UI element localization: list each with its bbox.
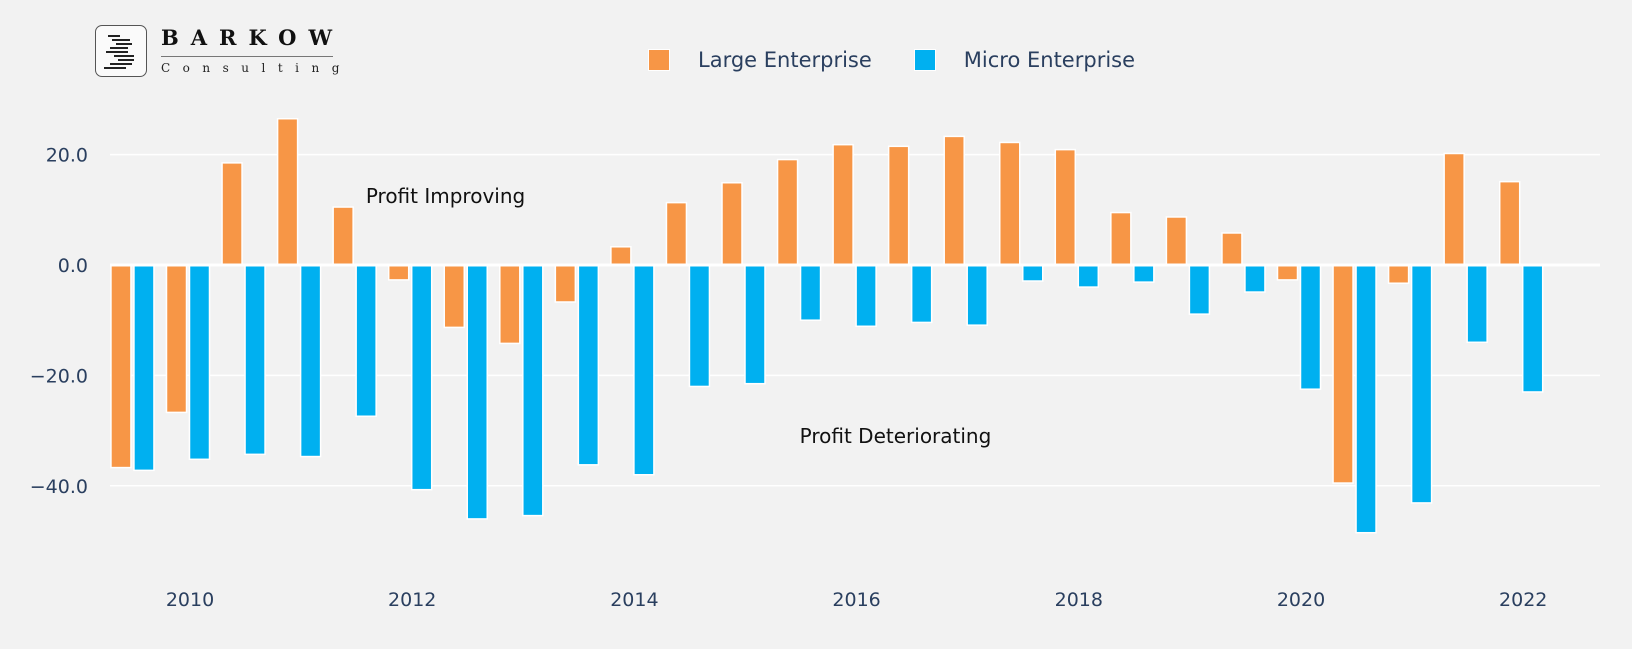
bar-micro-2015.5 [799, 264, 822, 321]
y-tick-label: −20.0 [30, 365, 88, 387]
legend-item-micro-enterprise[interactable]: Micro Enterprise [913, 48, 1136, 72]
bar-micro-2021.5 [1466, 264, 1488, 344]
chart-legend: Large Enterprise Micro Enterprise [648, 48, 1177, 72]
bar-large-2011 [276, 117, 299, 266]
legend-label-micro: Micro Enterprise [963, 48, 1136, 72]
bar-large-2014.5 [665, 201, 688, 266]
bar-large-2016.5 [887, 145, 910, 266]
x-tick-label: 2022 [1499, 589, 1547, 611]
bar-large-2010.5 [221, 162, 243, 266]
bar-large-2013 [499, 264, 521, 345]
bar-micro-2019 [1188, 264, 1211, 315]
bar-micro-2022 [1521, 264, 1544, 393]
chart-annotation: Profit Improving [366, 184, 525, 208]
bar-large-2020 [1276, 264, 1299, 281]
logo-subtitle: Consulting [161, 61, 352, 75]
bar-micro-2011.5 [355, 264, 377, 417]
bar-large-2016 [832, 143, 854, 266]
bar-micro-2020 [1299, 264, 1322, 390]
bar-micro-2011 [299, 264, 322, 458]
bar-micro-2012 [410, 264, 433, 491]
bar-micro-2019.5 [1244, 264, 1266, 293]
bar-micro-2014 [633, 264, 655, 476]
x-tick-label: 2016 [832, 589, 880, 611]
bar-micro-2013 [522, 264, 544, 517]
bar-micro-2014.5 [688, 264, 711, 388]
bar-micro-2017 [966, 264, 988, 326]
legend-label-large: Large Enterprise [698, 48, 872, 72]
y-tick-label: −40.0 [30, 476, 88, 498]
bar-large-2019 [1165, 216, 1188, 266]
bar-micro-2013.5 [577, 264, 600, 466]
bar-large-2019.5 [1221, 232, 1243, 266]
bar-large-2009.5 [110, 264, 132, 469]
bar-large-2018 [1054, 148, 1077, 266]
bar-large-2018.5 [1110, 211, 1132, 266]
bar-large-2011.5 [332, 206, 354, 266]
legend-swatch-micro [913, 49, 936, 71]
logo-divider [161, 56, 333, 57]
bar-large-2010 [165, 264, 188, 414]
legend-item-large-enterprise[interactable]: Large Enterprise [648, 48, 872, 72]
x-tick-label: 2020 [1277, 589, 1325, 611]
bar-large-2022 [1498, 180, 1521, 266]
bar-micro-2018.5 [1133, 264, 1155, 283]
bar-large-2017.5 [999, 141, 1021, 266]
bar-large-2012.5 [443, 264, 465, 329]
logo-title: BARKOW [161, 25, 345, 50]
y-tick-label: 0.0 [58, 255, 88, 277]
bar-micro-2015 [744, 264, 766, 385]
legend-swatch-large [648, 49, 670, 71]
bar-micro-2012.5 [466, 264, 488, 520]
bar-micro-2016.5 [910, 264, 933, 324]
x-tick-label: 2010 [166, 589, 214, 611]
x-tick-label: 2012 [388, 589, 436, 611]
bar-large-2015 [721, 182, 743, 266]
bar-micro-2021 [1410, 264, 1433, 504]
y-tick-label: 20.0 [46, 145, 88, 167]
bar-large-2015.5 [776, 158, 799, 266]
bar-micro-2010.5 [244, 264, 266, 456]
x-tick-label: 2018 [1055, 589, 1103, 611]
bar-micro-2017.5 [1022, 264, 1044, 282]
bar-micro-2020.5 [1355, 264, 1377, 534]
barkow-logo: BARKOW Consulting [95, 25, 340, 80]
x-tick-label: 2014 [610, 589, 658, 611]
bar-micro-2018 [1077, 264, 1100, 288]
bar-micro-2010 [188, 264, 211, 461]
bar-large-2021.5 [1443, 152, 1465, 266]
chart-annotation: Profit Deteriorating [800, 424, 992, 448]
bar-large-2013.5 [554, 264, 577, 303]
bar-large-2021 [1387, 264, 1410, 284]
bar-large-2012 [387, 264, 410, 281]
bar-large-2020.5 [1332, 264, 1354, 484]
logo-mark-icon [95, 25, 147, 77]
bar-micro-2016 [855, 264, 877, 328]
bar-large-2017 [943, 135, 965, 266]
bar-micro-2009.5 [133, 264, 155, 472]
bar-large-2014 [610, 246, 632, 266]
